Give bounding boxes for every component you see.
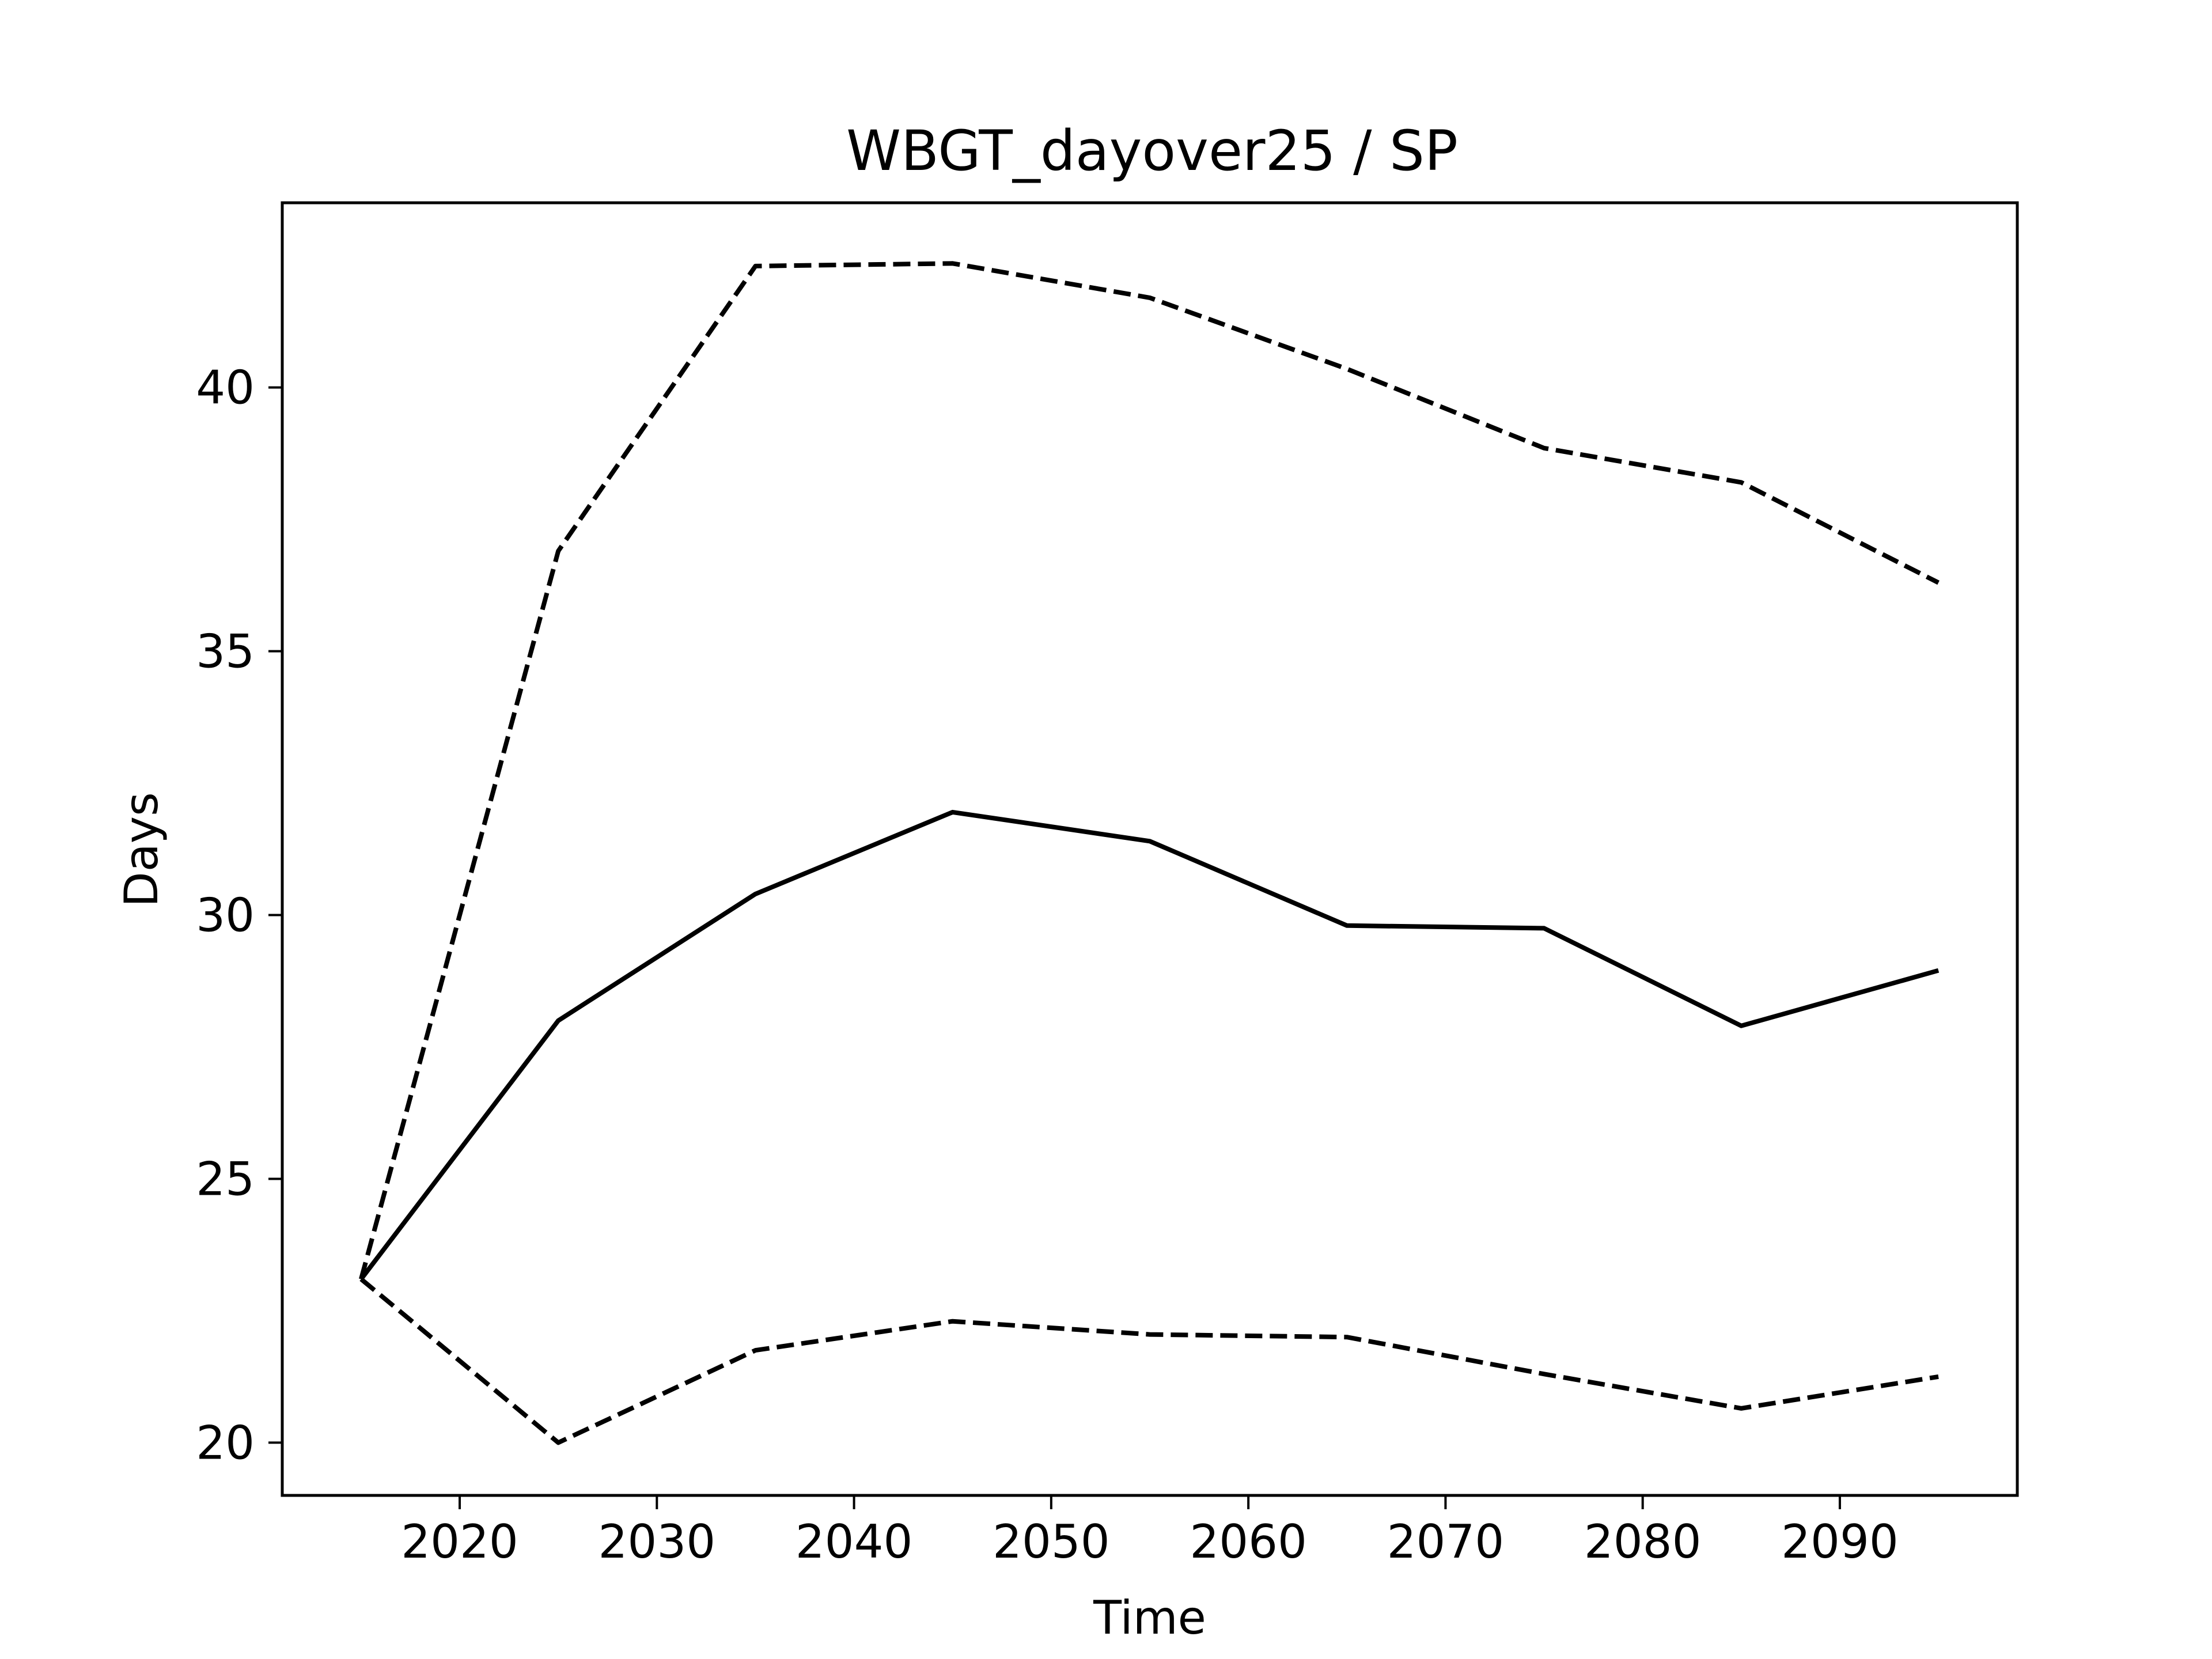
x-axis-label: Time xyxy=(1093,1591,1206,1645)
x-axis: 2020 2030 2040 2050 2060 2070 2080 2090 xyxy=(401,1495,1899,1569)
x-tick-label: 2020 xyxy=(401,1515,518,1569)
y-tick-label: 25 xyxy=(196,1152,255,1206)
x-tick-label: 2070 xyxy=(1387,1515,1505,1569)
upper-bound-line xyxy=(359,261,1940,1280)
x-tick-label: 2060 xyxy=(1190,1515,1307,1569)
plot-frame xyxy=(281,201,2019,1497)
y-axis-label: Days xyxy=(115,792,168,907)
y-axis: 20 25 30 35 40 xyxy=(196,361,282,1469)
x-tick-label: 2030 xyxy=(599,1515,716,1569)
series-layer xyxy=(359,261,1940,1445)
x-tick-label: 2050 xyxy=(993,1515,1110,1569)
y-tick-label: 20 xyxy=(196,1416,255,1469)
lower-bound-line xyxy=(359,1277,1939,1445)
y-tick-label: 35 xyxy=(196,625,255,679)
chart-title: WBGT_dayover25 / SP xyxy=(846,119,1458,183)
x-tick-label: 2080 xyxy=(1584,1515,1702,1569)
y-tick-label: 40 xyxy=(196,361,255,415)
y-tick-label: 30 xyxy=(196,888,255,942)
x-tick-label: 2090 xyxy=(1781,1515,1899,1569)
median-line xyxy=(359,809,1940,1281)
x-tick-label: 2040 xyxy=(796,1515,913,1569)
